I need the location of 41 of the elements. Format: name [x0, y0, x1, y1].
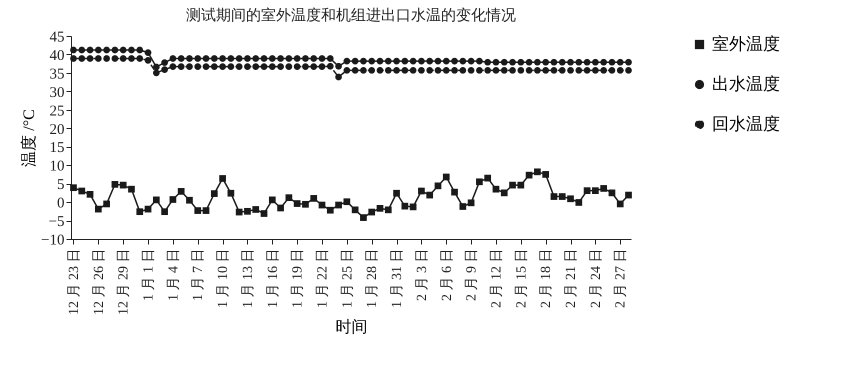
- x-tick-label: 1 月 16 日: [266, 248, 281, 308]
- x-tick-label: 1 月 22 日: [316, 248, 331, 308]
- legend-label: 出水温度: [712, 74, 780, 94]
- y-tick-label: 25: [50, 103, 64, 120]
- legend-label: 回水温度: [712, 114, 780, 134]
- x-tick-label: 1 月 10 日: [216, 248, 232, 308]
- y-tick-label: 0: [57, 196, 64, 212]
- x-tick-label: 1 月 19 日: [290, 248, 306, 308]
- x-tick-label: 2 月 27 日: [614, 248, 629, 308]
- y-tick-label: 5: [57, 177, 64, 194]
- y-tick-label: 15: [50, 140, 64, 156]
- x-tick-label: 2 月 9 日: [464, 248, 480, 301]
- x-tick-label: 1 月 31 日: [390, 248, 406, 308]
- x-tick-label: 2 月 3 日: [414, 248, 430, 301]
- y-tick-label: 40: [50, 48, 64, 64]
- x-tick-label: 2 月 15 日: [514, 248, 530, 308]
- y-tick-label: 45: [50, 30, 64, 46]
- x-tick-label: 2 月 12 日: [489, 248, 504, 308]
- x-tick-label: 1 月 7 日: [191, 248, 206, 301]
- y-tick-label: −10: [41, 232, 64, 248]
- x-tick-label: 1 月 4 日: [166, 248, 182, 301]
- y-tick-label: −5: [48, 214, 64, 230]
- y-tick-label: 30: [50, 84, 64, 101]
- y-tick-label: 35: [50, 66, 64, 82]
- x-tick-label: 12 月 23 日: [66, 248, 82, 315]
- x-tick-label: 2 月 24 日: [588, 248, 604, 308]
- x-tick-label: 2 月 18 日: [539, 248, 554, 308]
- x-tick-label: 1 月 13 日: [240, 248, 256, 308]
- x-tick-label: 1 月 25 日: [340, 248, 356, 308]
- y-tick-label: 10: [50, 158, 64, 175]
- chart-title: 测试期间的室外温度和机组进出口水温的变化情况: [186, 7, 516, 24]
- y-tick-label: 20: [50, 122, 64, 138]
- legend-label: 室外温度: [712, 34, 780, 54]
- x-tick-label: 2 月 6 日: [440, 248, 455, 301]
- x-tick-label: 1 月 1 日: [142, 248, 157, 301]
- x-tick-label: 12 月 29 日: [116, 248, 132, 315]
- x-tick-label: 2 月 21 日: [564, 248, 580, 308]
- x-tick-label: 1 月 28 日: [365, 248, 380, 308]
- x-tick-label: 12 月 26 日: [92, 248, 107, 315]
- y-axis-title: 温度 /°C: [20, 109, 38, 167]
- x-axis-title: 时间: [336, 318, 368, 336]
